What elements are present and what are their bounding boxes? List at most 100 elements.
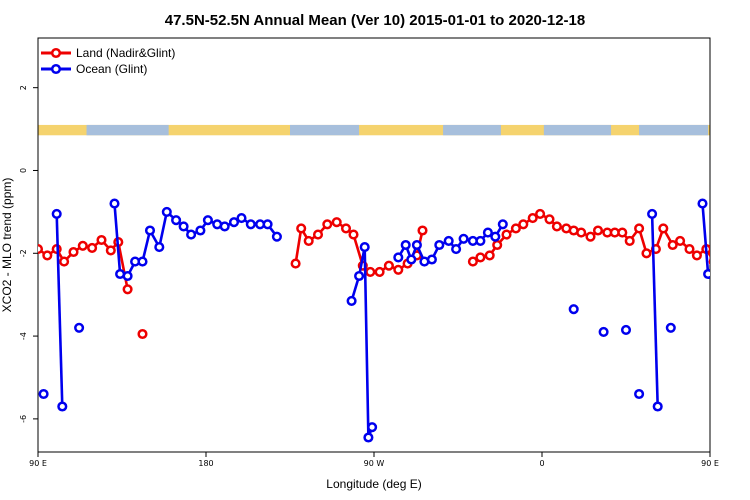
band-ocean-segment (86, 124, 169, 136)
data-point (322, 219, 333, 230)
data-point (510, 223, 521, 234)
data-point (367, 422, 378, 433)
data-point (400, 239, 411, 251)
data-point (154, 242, 165, 253)
data-point (620, 324, 632, 335)
data-point (59, 256, 70, 267)
series-land (38, 208, 710, 340)
data-point (96, 234, 107, 246)
x-tick-label: 90 E (701, 459, 719, 468)
series-line (294, 220, 424, 274)
series-line (650, 213, 659, 407)
data-point (219, 221, 230, 232)
data-point (434, 239, 445, 251)
data-point (624, 235, 635, 246)
data-point (77, 240, 88, 251)
data-point (109, 198, 120, 209)
series-line (55, 213, 64, 407)
data-point (691, 250, 702, 261)
data-point (271, 231, 282, 242)
data-point (675, 235, 686, 246)
y-tick-label: -4 (19, 332, 28, 340)
data-point (492, 239, 503, 251)
x-axis-label: Longitude (deg E) (326, 477, 421, 491)
data-point (122, 270, 133, 282)
data-point (475, 252, 486, 263)
data-point (684, 244, 695, 255)
band-ocean-segment (639, 124, 709, 136)
data-point (443, 235, 454, 246)
band-ocean-segment (290, 124, 360, 136)
plot-frame (37, 37, 711, 453)
series-layer (38, 198, 710, 443)
data-point (178, 221, 189, 232)
data-point (363, 432, 374, 443)
data-point (406, 254, 417, 265)
data-point (634, 223, 645, 234)
data-point (482, 227, 493, 238)
data-point (122, 284, 133, 295)
data-point (303, 235, 314, 246)
legend-label-land: Land (Nadir&Glint) (76, 46, 175, 60)
band-ocean-segment (443, 124, 501, 136)
data-point (137, 256, 148, 267)
legend-marker-land (50, 47, 62, 59)
data-point (202, 215, 213, 226)
y-tick-label: -6 (19, 415, 28, 423)
data-point (340, 223, 352, 234)
data-point (647, 208, 658, 219)
data-point (236, 213, 247, 224)
data-point (228, 217, 240, 228)
data-point (467, 256, 478, 267)
data-point (186, 229, 197, 240)
data-point (458, 233, 469, 244)
data-point (38, 388, 49, 400)
x-axis: 90 E 180 90 W 0 90 E (29, 452, 719, 468)
data-point (161, 206, 172, 217)
data-point (74, 322, 85, 333)
data-point (296, 223, 307, 234)
data-point (38, 244, 44, 255)
data-point (497, 219, 508, 230)
data-point (617, 227, 628, 238)
data-point (51, 208, 62, 219)
data-point (501, 229, 512, 240)
data-point (475, 235, 486, 246)
data-point (634, 388, 645, 400)
data-point (658, 223, 669, 234)
series-line (113, 203, 278, 278)
data-point (105, 245, 116, 256)
data-point (57, 401, 68, 412)
y-axis-label: XCO2 - MLO trend (ppm) (0, 178, 14, 313)
data-point (393, 264, 404, 275)
data-point (346, 295, 357, 306)
band-land (38, 124, 710, 136)
data-point (697, 198, 708, 209)
band-ocean-segment (543, 124, 612, 136)
legend-marker-ocean (50, 63, 62, 75)
data-point (576, 227, 587, 238)
data-point (490, 231, 501, 242)
data-point (417, 225, 428, 236)
data-point (383, 260, 394, 271)
data-point (68, 246, 79, 258)
data-point (393, 252, 404, 263)
series-ocean (38, 198, 710, 443)
data-point (312, 229, 324, 240)
data-point (195, 225, 206, 236)
y-axis: 2 0 -2 -4 -6 (19, 85, 38, 423)
data-point (585, 231, 596, 242)
x-tick-label: 90 W (364, 459, 385, 468)
data-point (359, 242, 370, 253)
data-point (451, 244, 462, 255)
data-point (518, 219, 529, 230)
data-point (354, 270, 365, 282)
data-point (42, 250, 53, 261)
x-tick-label: 0 (539, 459, 544, 468)
legend-label-ocean: Ocean (Glint) (76, 62, 147, 76)
data-point (348, 229, 359, 240)
data-point (411, 239, 422, 251)
data-point (137, 328, 148, 340)
data-point (527, 213, 538, 224)
